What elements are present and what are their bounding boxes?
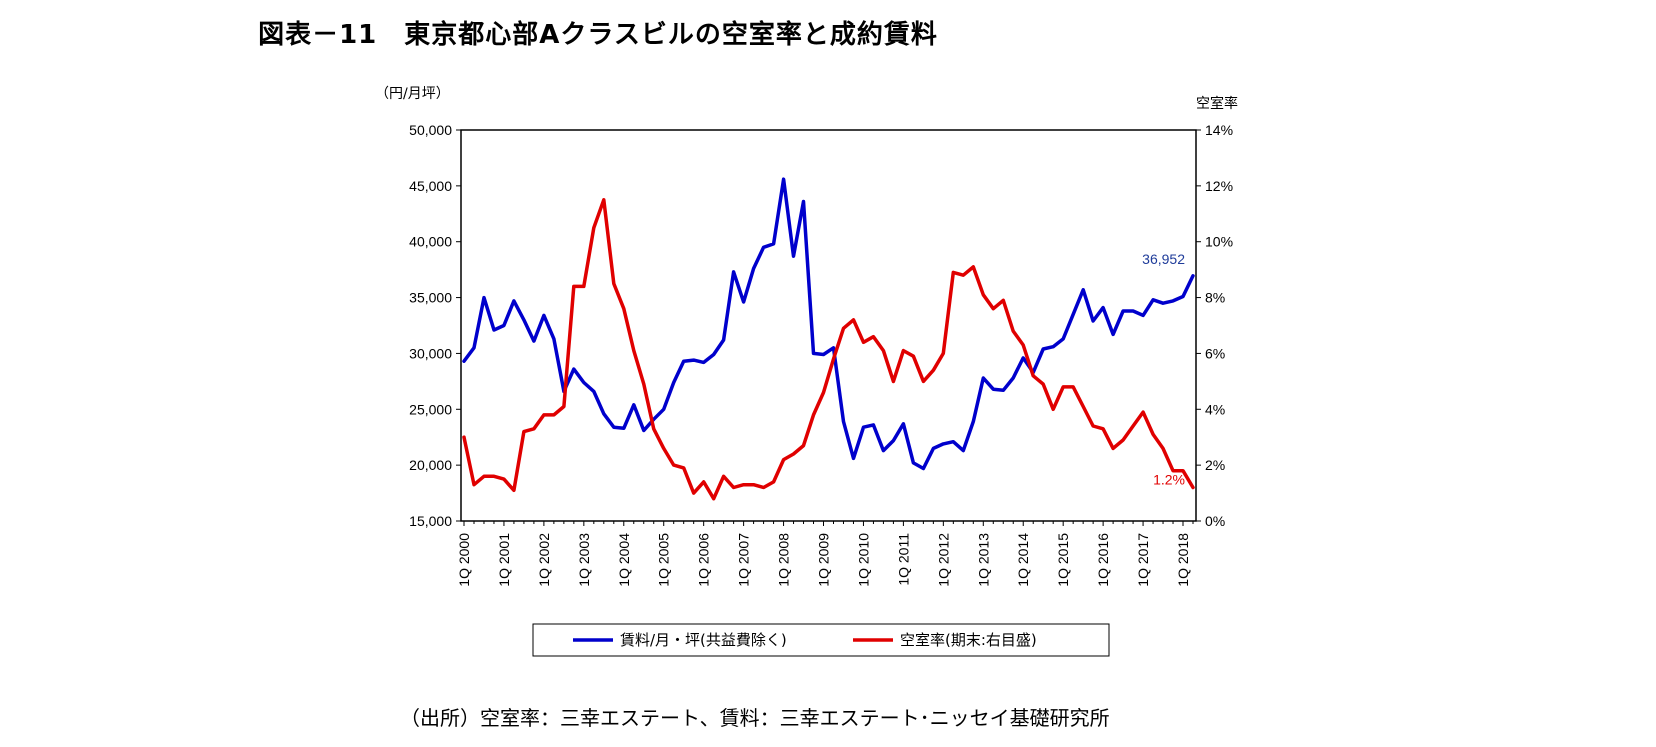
legend-label-rent: 賃料/月・坪(共益費除く) — [620, 631, 787, 649]
legend: 賃料/月・坪(共益費除く) 空室率(期末:右目盛) — [532, 623, 1110, 657]
chart-title: 図表－11 東京都心部Aクラスビルの空室率と成約賃料 — [258, 20, 938, 50]
left-axis-unit: （円/月坪） — [375, 86, 450, 102]
left-tick-label: 50,000 — [409, 122, 452, 138]
x-tick-label: 1Q 2011 — [895, 533, 911, 586]
x-tick-label: 1Q 2005 — [656, 533, 672, 587]
right-tick-label: 4% — [1205, 401, 1225, 417]
x-tick-label: 1Q 2013 — [975, 533, 991, 587]
right-tick-label: 6% — [1205, 345, 1225, 361]
x-tick-label: 1Q 2014 — [1015, 533, 1031, 587]
x-tick-label: 1Q 2015 — [1055, 533, 1071, 587]
x-tick-label: 1Q 2006 — [696, 533, 712, 587]
x-tick-label: 1Q 2009 — [816, 533, 832, 587]
x-tick-label: 1Q 2016 — [1095, 533, 1111, 587]
x-tick-label: 1Q 2004 — [616, 533, 632, 587]
x-tick-label: 1Q 2008 — [776, 533, 792, 587]
plot-border — [460, 129, 1197, 522]
left-tick-label: 45,000 — [409, 178, 452, 194]
plot-frame — [460, 129, 1197, 522]
right-tick-label: 0% — [1205, 513, 1225, 529]
x-tick-label: 1Q 2010 — [855, 533, 871, 587]
x-tick-label: 1Q 2000 — [456, 533, 472, 587]
chart-area: 15,000 20,000 25,000 30,000 35,000 40,000 45,0… — [375, 86, 1238, 657]
right-tick-label: 2% — [1205, 457, 1225, 473]
right-tick-label: 14% — [1205, 122, 1233, 138]
left-y-axis: 15,000 20,000 25,000 30,000 35,000 40,000 45,0… — [409, 122, 461, 529]
right-y-axis: 0% 2% 4% 6% 8% 10% 12% 14% — [1196, 122, 1233, 529]
left-tick-label: 15,000 — [409, 513, 452, 529]
x-tick-label: 1Q 2017 — [1135, 533, 1151, 587]
source-note: （出所）空室率：三幸エステート、賃料：三幸エステート･ニッセイ基礎研究所 — [400, 706, 1110, 730]
left-tick-label: 20,000 — [409, 457, 452, 473]
right-tick-label: 12% — [1205, 178, 1233, 194]
left-tick-label: 25,000 — [409, 401, 452, 417]
right-tick-label: 10% — [1205, 234, 1233, 250]
rent-series-line — [462, 177, 1195, 471]
vacancy-end-label: 1.2% — [1153, 471, 1185, 487]
x-tick-label: 1Q 2012 — [935, 533, 951, 587]
x-tick-label: 1Q 2003 — [576, 533, 592, 587]
vacancy-series-line — [462, 198, 1195, 501]
x-tick-label: 1Q 2018 — [1175, 533, 1191, 587]
x-tick-label: 1Q 2007 — [736, 533, 752, 587]
x-tick-label: 1Q 2002 — [536, 533, 552, 587]
left-tick-label: 40,000 — [409, 234, 452, 250]
legend-label-vacancy: 空室率(期末:右目盛) — [900, 631, 1037, 649]
right-axis-unit: 空室率 — [1196, 95, 1238, 112]
x-tick-label: 1Q 2001 — [496, 533, 512, 587]
legend-box — [532, 623, 1110, 657]
right-tick-label: 8% — [1205, 290, 1225, 306]
series-layer: 36,952 1.2% — [462, 177, 1195, 501]
x-axis: 1Q 2000 1Q 2001 1Q 2002 1Q 2003 1Q 2004 1Q 20… — [456, 521, 1194, 587]
rent-end-label: 36,952 — [1142, 251, 1185, 267]
left-tick-label: 35,000 — [409, 290, 452, 306]
left-tick-label: 30,000 — [409, 345, 452, 361]
